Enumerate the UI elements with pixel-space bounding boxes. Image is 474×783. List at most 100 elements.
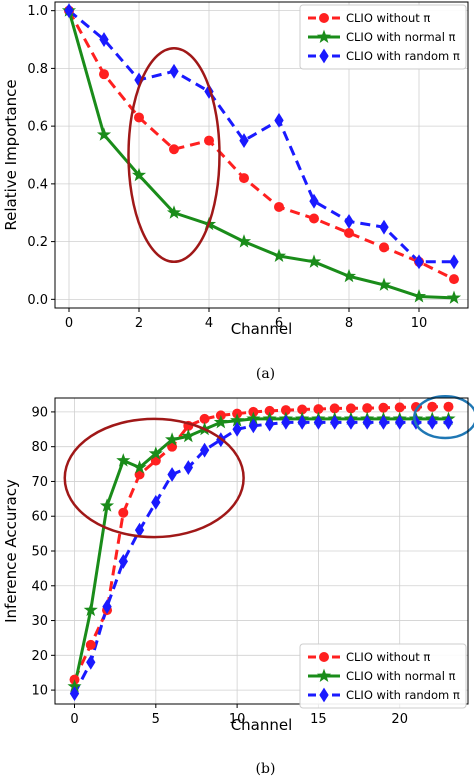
series-1-point: [165, 432, 180, 446]
legend-label-2: CLIO with random π: [346, 688, 460, 702]
series-0-point: [344, 227, 354, 238]
series-0-point: [204, 135, 214, 146]
series-2-point: [443, 414, 454, 430]
series-0-point: [378, 402, 389, 413]
series-1-point: [271, 248, 287, 263]
series-2-point: [281, 414, 291, 430]
series-2-point: [449, 254, 459, 270]
series-1-point: [230, 413, 245, 427]
y-tick-label: 0.2: [27, 235, 48, 250]
panel-caption: (b): [256, 761, 276, 777]
series-2-point: [414, 254, 424, 270]
legend-marker-2: [319, 48, 329, 64]
series-2-point: [346, 414, 356, 430]
legend-marker-1: [316, 668, 332, 683]
x-tick-label: 0: [65, 316, 73, 331]
series-2-point: [118, 554, 128, 569]
series-0-point: [280, 405, 291, 416]
y-tick-label: 0.0: [27, 293, 48, 308]
series-0-point: [239, 173, 249, 184]
series-2-point: [379, 219, 389, 235]
series-1-point: [306, 254, 322, 268]
plot-frame: [54, 397, 469, 705]
series-0-point: [264, 405, 275, 416]
legend-box: [299, 643, 467, 709]
highlight-circle: [413, 395, 474, 440]
series-0-point: [118, 507, 129, 518]
x-axis-label: Channel: [231, 320, 293, 338]
series-2-point: [232, 421, 242, 437]
series-1-point: [246, 411, 261, 425]
panel-caption: (a): [256, 366, 275, 382]
chart-panel-0: 0 2 4 6 8 10 0.0 0.2 0.4 0.6 0.8 1.0 Channel Relative…: [2, 1, 469, 382]
y-tick-label: 90: [31, 405, 48, 420]
series-0-point: [134, 112, 144, 123]
series-2-point: [264, 416, 275, 432]
y-tick-label: 1.0: [27, 4, 48, 19]
y-tick-label: 50: [31, 545, 48, 560]
x-tick-label: 4: [205, 316, 213, 331]
y-tick-label: 20: [31, 649, 48, 664]
series-2-point: [199, 442, 210, 458]
series-0-point: [313, 404, 324, 415]
legend-label-2: CLIO with random π: [346, 49, 460, 63]
y-tick-label: 40: [31, 579, 48, 594]
y-tick-label: 30: [31, 614, 48, 629]
y-axis-label: Relative Importance: [2, 79, 20, 230]
series-1-point: [96, 127, 112, 141]
series-1-point: [213, 414, 228, 429]
series-1-point: [132, 460, 147, 474]
series-0-point: [379, 242, 389, 253]
series-2-point: [329, 414, 340, 430]
y-tick-label: 80: [31, 440, 48, 455]
series-0-point: [99, 69, 109, 80]
series-line-1: [67, 10, 455, 300]
series-2-point: [309, 193, 319, 209]
plot-frame: [54, 1, 469, 309]
x-tick-label: 8: [345, 316, 353, 331]
x-axis-label: Channel: [231, 716, 293, 734]
legend-marker-2: [319, 687, 329, 703]
series-2-point: [64, 3, 74, 19]
series-2-point: [274, 112, 284, 128]
legend-box: [299, 4, 467, 70]
legend-label-0: CLIO without π: [346, 11, 430, 25]
series-1-point: [166, 205, 182, 219]
series-1-point: [446, 290, 462, 304]
series-0-point: [199, 413, 210, 424]
legend-label-1: CLIO with normal π: [346, 30, 456, 44]
series-1-point: [411, 289, 427, 303]
legend-label-1: CLIO with normal π: [346, 669, 456, 683]
series-2-point: [395, 414, 405, 430]
y-tick-label: 70: [31, 475, 48, 490]
series-0-point: [274, 201, 284, 212]
series-2-point: [134, 522, 145, 538]
x-tick-label: 10: [229, 712, 246, 727]
series-2-point: [378, 414, 389, 430]
series-1-point: [131, 167, 147, 182]
series-1-point: [99, 498, 115, 512]
series-1-point: [181, 428, 196, 443]
series-0-point: [345, 403, 356, 414]
series-2-point: [344, 213, 354, 229]
highlight-ellipse: [127, 46, 221, 264]
series-2-point: [69, 686, 80, 701]
y-tick-label: 10: [31, 684, 48, 699]
series-2-point: [239, 133, 249, 148]
series-1-point: [376, 277, 392, 291]
series-2-point: [151, 494, 161, 510]
x-tick-label: 2: [135, 316, 143, 331]
series-1-point: [148, 446, 163, 460]
legend-label-0: CLIO without π: [346, 650, 430, 664]
series-2-point: [313, 414, 324, 430]
series-0-point: [410, 402, 421, 413]
series-2-point: [99, 32, 109, 47]
series-line-2: [68, 9, 454, 264]
x-tick-label: 0: [70, 712, 78, 727]
series-2-point: [297, 414, 307, 430]
legend-marker-1: [316, 29, 332, 44]
y-tick-label: 60: [31, 510, 48, 525]
series-0-point: [427, 401, 438, 412]
series-0-point: [169, 144, 179, 155]
